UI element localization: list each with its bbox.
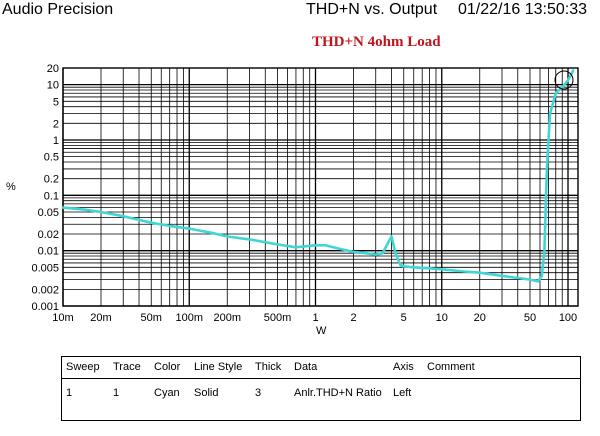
x-tick-label: 10 (436, 312, 448, 324)
y-tick-label: 0.02 (38, 229, 59, 241)
legend-cell-thick: 3 (255, 387, 261, 399)
y-tick-label: 0.002 (31, 284, 59, 296)
legend-cell-line-style: Solid (194, 387, 218, 399)
legend-cell-data: Anlr.THD+N Ratio (294, 387, 382, 399)
x-tick-label: 200m (213, 312, 241, 324)
legend-divider (62, 378, 580, 379)
legend-header-trace: Trace (113, 361, 141, 373)
legend-header-comment: Comment (427, 361, 475, 373)
legend-cell-trace: 1 (113, 387, 119, 399)
series-line (63, 71, 573, 282)
plot-frame (63, 68, 578, 306)
y-tick-label: 0.2 (44, 174, 59, 186)
x-tick-label: 5 (401, 312, 407, 324)
x-tick-label: 100m (175, 312, 203, 324)
y-tick-label: 0.05 (38, 207, 59, 219)
x-tick-label: 500m (264, 312, 292, 324)
y-tick-label: 1 (53, 135, 59, 147)
x-tick-label: 1 (312, 312, 318, 324)
y-tick-label: 10 (47, 80, 59, 92)
legend-cell-sweep: 1 (66, 387, 72, 399)
legend-header-axis: Axis (393, 361, 414, 373)
legend-header-thick: Thick (255, 361, 281, 373)
y-tick-label: 2 (53, 118, 59, 130)
x-tick-label: 20 (474, 312, 486, 324)
y-tick-label: 5 (53, 96, 59, 108)
x-tick-label: 50m (141, 312, 162, 324)
legend-header-color: Color (154, 361, 180, 373)
y-tick-label: 20 (47, 63, 59, 75)
y-tick-label: 0.5 (44, 152, 59, 164)
y-tick-label: 0.01 (38, 246, 59, 258)
legend-header-sweep: Sweep (66, 361, 100, 373)
x-tick-label: 2 (350, 312, 356, 324)
x-tick-label: 50 (524, 312, 536, 324)
x-tick-label: 10m (52, 312, 73, 324)
legend-header-data: Data (294, 361, 317, 373)
y-tick-label: 0.005 (31, 262, 59, 274)
legend-cell-color: Cyan (154, 387, 180, 399)
legend-cell-axis: Left (393, 387, 411, 399)
legend-table: Sweep Trace Color Line Style Thick Data Axis Co… (61, 356, 581, 421)
legend-header-line-style: Line Style (194, 361, 242, 373)
x-tick-label: 100 (559, 312, 577, 324)
x-tick-label: 20m (90, 312, 111, 324)
y-tick-label: 0.1 (44, 190, 59, 202)
